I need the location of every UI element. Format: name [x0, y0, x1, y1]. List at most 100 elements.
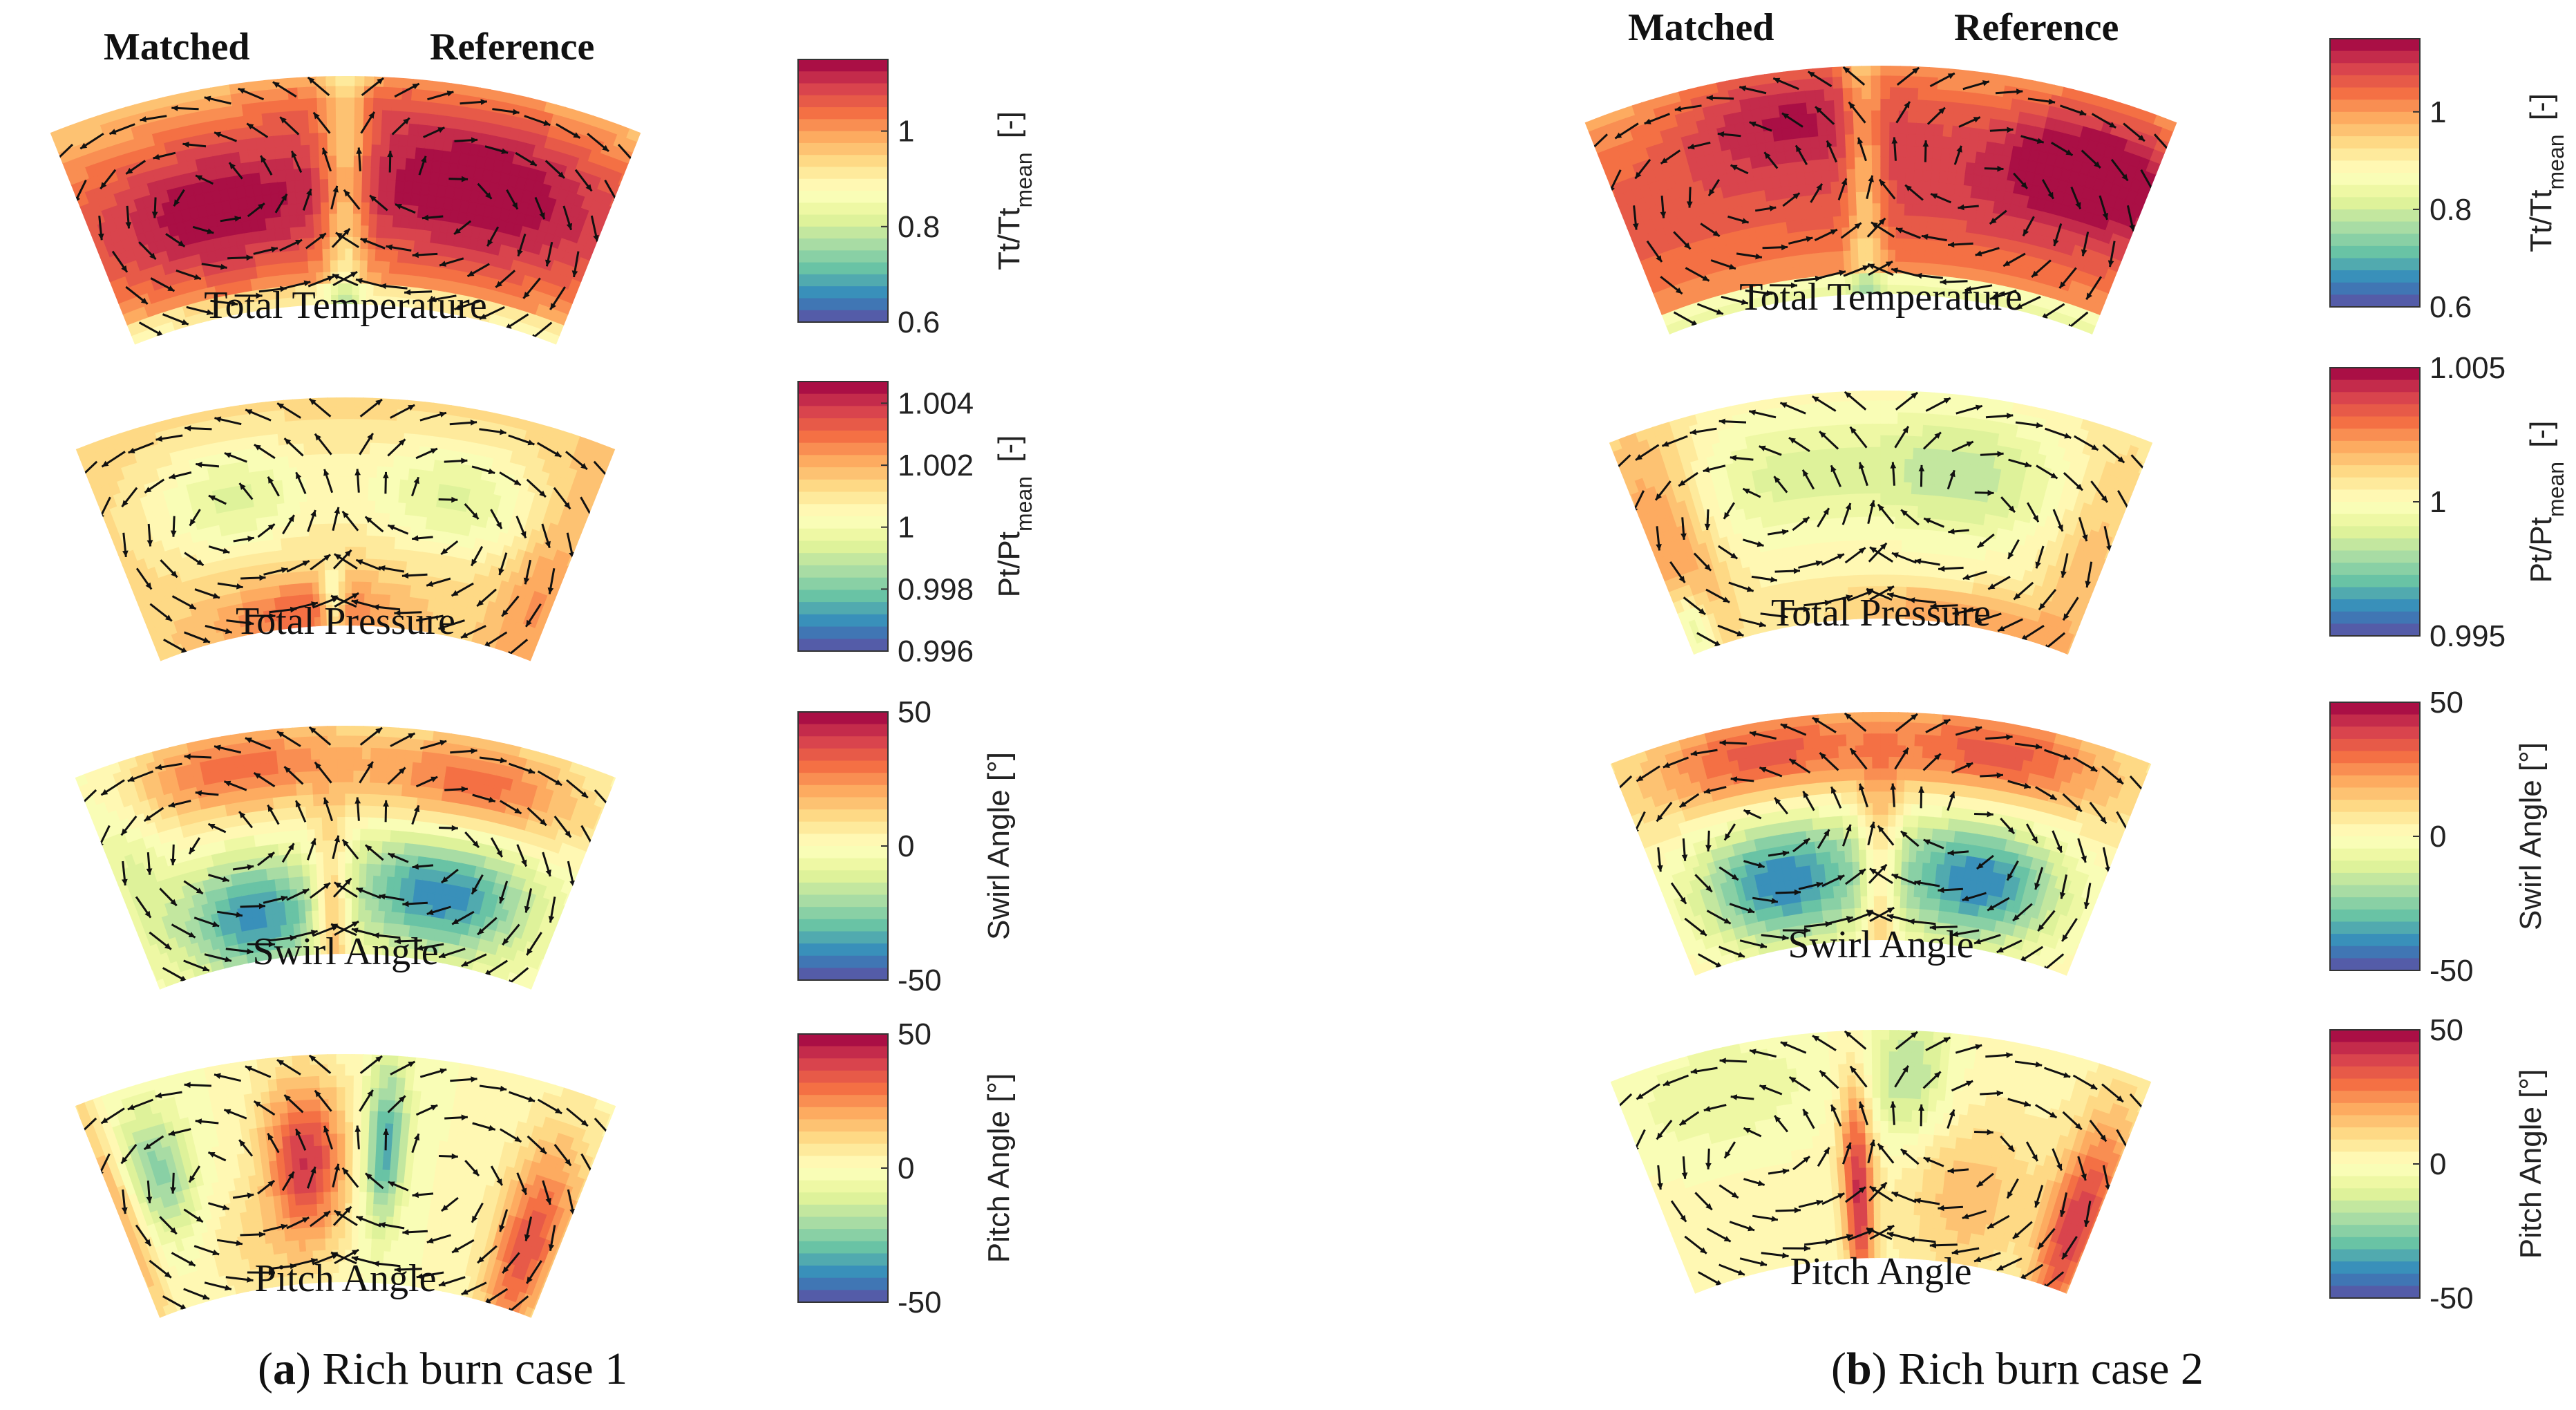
- colorbar-label-0-3: Pitch Angle [°]: [982, 1073, 1016, 1263]
- flow-vector-head: [402, 1229, 409, 1236]
- flow-vector-head: [314, 1090, 321, 1098]
- flow-vector-head: [146, 540, 153, 547]
- flow-vector-head: [184, 1082, 191, 1089]
- flow-vector-head: [377, 77, 384, 84]
- flow-vector-head: [247, 620, 254, 626]
- flow-vector-head: [1887, 908, 1895, 914]
- flow-vector-head: [2023, 782, 2031, 789]
- colorbar-band: [798, 406, 888, 419]
- flow-vector-head: [314, 762, 321, 769]
- flow-vector-head: [352, 593, 359, 599]
- flow-vector-head: [365, 845, 372, 852]
- colorbar-band: [2330, 1127, 2420, 1140]
- flow-vector-head: [1846, 1234, 1853, 1240]
- colorbar-band: [798, 516, 888, 529]
- flow-vector-head: [502, 1266, 509, 1273]
- colorbar-band: [2330, 477, 2420, 490]
- flow-vector-head: [1719, 740, 1726, 746]
- flow-vector-head: [1690, 750, 1698, 757]
- flow-vector-head: [467, 270, 475, 276]
- flow-vector-head: [1680, 896, 1687, 904]
- flow-vector-head: [1815, 106, 1822, 113]
- flow-vector-head: [1793, 567, 1800, 574]
- flow-vector-head: [127, 1104, 135, 1110]
- colorbar-band: [798, 1082, 888, 1096]
- flow-vector-head: [53, 157, 59, 164]
- flow-vector-head: [1915, 272, 1922, 279]
- flow-vector-head: [1831, 787, 1837, 794]
- flow-vector-head: [495, 281, 502, 288]
- flow-vector-head: [295, 240, 303, 245]
- flow-vector-head: [334, 1210, 341, 1217]
- colorbar-label-1-0: Tt/Ttmean [-]: [2524, 93, 2568, 252]
- flow-vector-head: [461, 1114, 468, 1121]
- flow-vector-head: [1870, 547, 1877, 554]
- colorbar-band: [798, 442, 888, 455]
- flow-vector-head: [388, 853, 395, 859]
- flow-vector-head: [254, 444, 261, 451]
- flow-vector-head: [2125, 507, 2132, 515]
- flow-vector-head: [1678, 480, 1686, 487]
- flow-vector-head: [1857, 137, 1864, 144]
- colorbar-band: [798, 1266, 888, 1279]
- colorbar-band: [2330, 465, 2420, 478]
- flow-vector-head: [1938, 107, 1945, 114]
- colorbar-band: [798, 430, 888, 444]
- flow-vector-head: [2008, 505, 2015, 513]
- flow-vector-head: [1806, 236, 1813, 243]
- flow-vector-head: [354, 469, 361, 476]
- flow-vector-head: [189, 603, 196, 610]
- flow-vector-head: [2035, 561, 2041, 569]
- flow-vector-head: [323, 1125, 330, 1133]
- flow-vector-head: [208, 1152, 216, 1158]
- flow-vector-head: [1859, 1101, 1865, 1109]
- flow-vector-head: [98, 233, 104, 241]
- flow-vector-head: [1705, 885, 1712, 892]
- colorbar-band: [798, 95, 888, 108]
- flow-vector-head: [2062, 934, 2068, 941]
- flow-vector-head: [500, 757, 507, 764]
- colorbar-band: [798, 955, 888, 968]
- flow-vector-head: [1816, 1199, 1824, 1206]
- flow-vector-head: [1782, 850, 1790, 856]
- flow-vector-head: [1914, 1198, 1921, 1204]
- flow-vector-head: [521, 1187, 527, 1195]
- flow-vector-head: [471, 748, 477, 754]
- flow-vector-head: [451, 1153, 458, 1160]
- flow-vector-head: [1891, 1192, 1899, 1198]
- flow-vector-head: [202, 637, 210, 643]
- flow-vector-head: [2034, 883, 2040, 890]
- flow-vector-head: [1780, 724, 1788, 730]
- colorbar-band: [798, 846, 888, 859]
- flow-vector-head: [1731, 874, 1739, 880]
- flow-vector-head: [168, 1130, 176, 1136]
- flow-vector-head: [1730, 455, 1737, 461]
- flow-vector-head: [155, 1092, 162, 1099]
- flow-vector-head: [1703, 1106, 1711, 1112]
- flow-vector-head: [539, 212, 545, 220]
- flow-vector-head: [2090, 1083, 2098, 1089]
- flow-vector-head: [1879, 179, 1886, 187]
- flow-vector-head: [401, 572, 409, 579]
- colorbar-band: [798, 712, 888, 725]
- colorbar-tick-label: 1: [898, 115, 914, 149]
- flow-vector-head: [1931, 194, 1938, 199]
- flow-vector-head: [220, 263, 227, 270]
- colorbar-band: [798, 286, 888, 299]
- flow-vector-head: [310, 838, 316, 845]
- flow-vector-head: [272, 82, 280, 88]
- flow-vector-head: [1803, 1109, 1809, 1116]
- flow-vector-head: [1723, 1236, 1731, 1242]
- flow-vector-head: [155, 435, 163, 442]
- flow-vector-head: [76, 802, 83, 809]
- flow-vector-head: [524, 1234, 531, 1241]
- flow-vector-head: [1715, 1279, 1723, 1286]
- flow-vector-head: [1803, 838, 1810, 845]
- flow-vector-head: [2007, 413, 2014, 419]
- flow-vector-head: [101, 789, 108, 796]
- flow-vector-head: [1951, 931, 1959, 937]
- flow-vector-head: [334, 835, 340, 843]
- flow-vector-head: [122, 500, 129, 507]
- flow-vector-head: [1743, 489, 1750, 494]
- colorbar-band: [2330, 1164, 2420, 1177]
